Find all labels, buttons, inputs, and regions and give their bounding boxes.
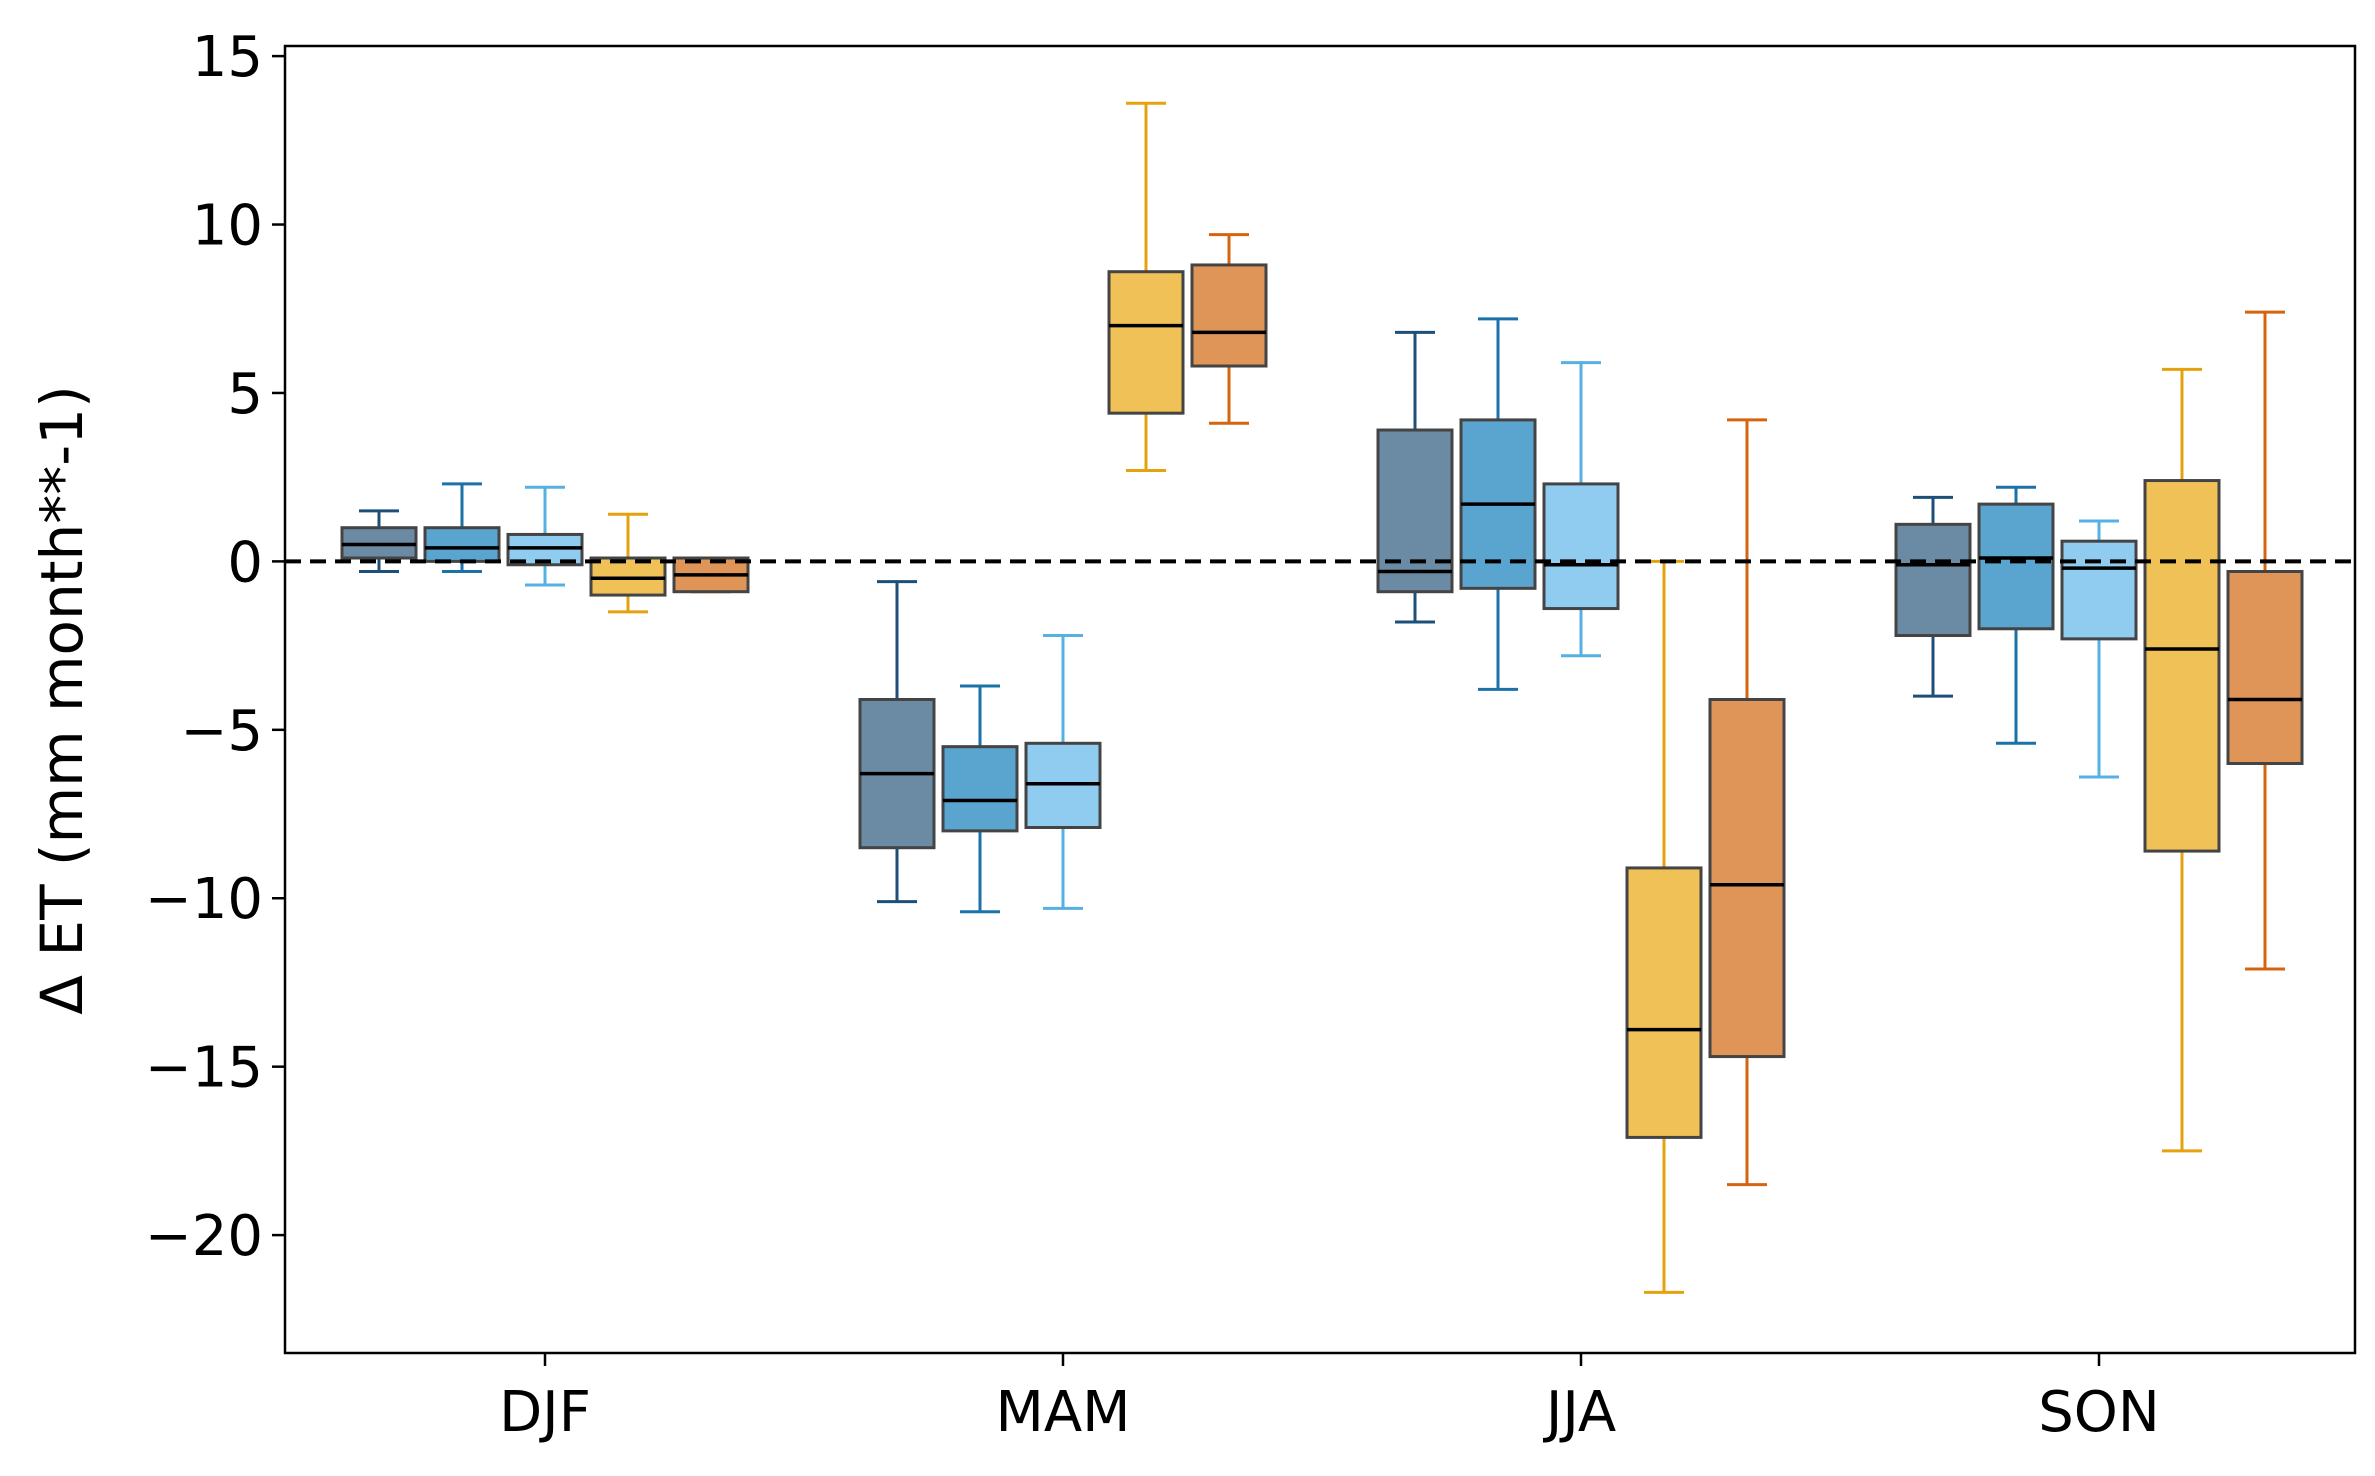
y-tick-label: −5 (180, 699, 263, 764)
box-djf-series-5 (672, 556, 750, 594)
box-body (941, 745, 1019, 833)
box-body (423, 526, 501, 563)
box-body (1894, 522, 1972, 637)
x-axis: DJF MAM JJA SON (499, 1353, 2160, 1445)
box-djf-series-2 (423, 482, 501, 573)
y-tick-label: 10 (192, 194, 263, 259)
boxes-layer (340, 101, 2304, 1294)
box-son-series-1 (1894, 495, 1972, 698)
box-mam-series-5 (1190, 233, 1268, 425)
y-tick-label: 15 (192, 25, 263, 90)
box-body (1625, 866, 1703, 1139)
box-body (1542, 482, 1620, 611)
box-mam-series-2 (941, 684, 1019, 914)
x-tick-label-jja: JJA (1543, 1380, 1616, 1445)
y-tick-label: −15 (145, 1036, 263, 1101)
box-mam-series-1 (858, 580, 936, 904)
box-son-series-5 (2226, 310, 2304, 971)
x-tick-label-djf: DJF (499, 1380, 591, 1445)
y-axis: 15 10 5 0 −5 −10 −15 −20 (145, 25, 285, 1269)
box-djf-series-4 (589, 512, 667, 614)
box-mam-series-3 (1024, 633, 1102, 910)
box-body (1977, 502, 2055, 631)
y-tick-label: −10 (145, 867, 263, 932)
y-tick-label: −20 (145, 1204, 263, 1269)
box-djf-series-1 (340, 509, 418, 573)
box-mam-series-4 (1107, 101, 1185, 472)
y-axis-label: Δ ET (mm month**-1) (28, 385, 96, 1014)
box-body (2060, 539, 2138, 641)
x-tick-label-son: SON (2038, 1380, 2160, 1445)
plot-frame (283, 44, 2357, 1355)
box-son-series-4 (2143, 367, 2221, 1153)
x-tick-label-mam: MAM (996, 1380, 1131, 1445)
box-jja-series-2 (1459, 317, 1537, 691)
box-body (2226, 569, 2304, 766)
box-son-series-3 (2060, 519, 2138, 779)
box-body (1708, 698, 1786, 1059)
box-body (1376, 428, 1454, 594)
box-body (2143, 479, 2221, 853)
box-jja-series-4 (1625, 559, 1703, 1294)
box-djf-series-3 (506, 485, 584, 587)
box-body (1190, 263, 1268, 368)
box-jja-series-5 (1708, 418, 1786, 1187)
y-tick-label: 0 (227, 530, 263, 595)
box-son-series-2 (1977, 485, 2055, 745)
box-jja-series-1 (1376, 330, 1454, 624)
y-tick-label: 5 (227, 362, 263, 427)
box-jja-series-3 (1542, 361, 1620, 658)
box-body (1107, 270, 1185, 415)
